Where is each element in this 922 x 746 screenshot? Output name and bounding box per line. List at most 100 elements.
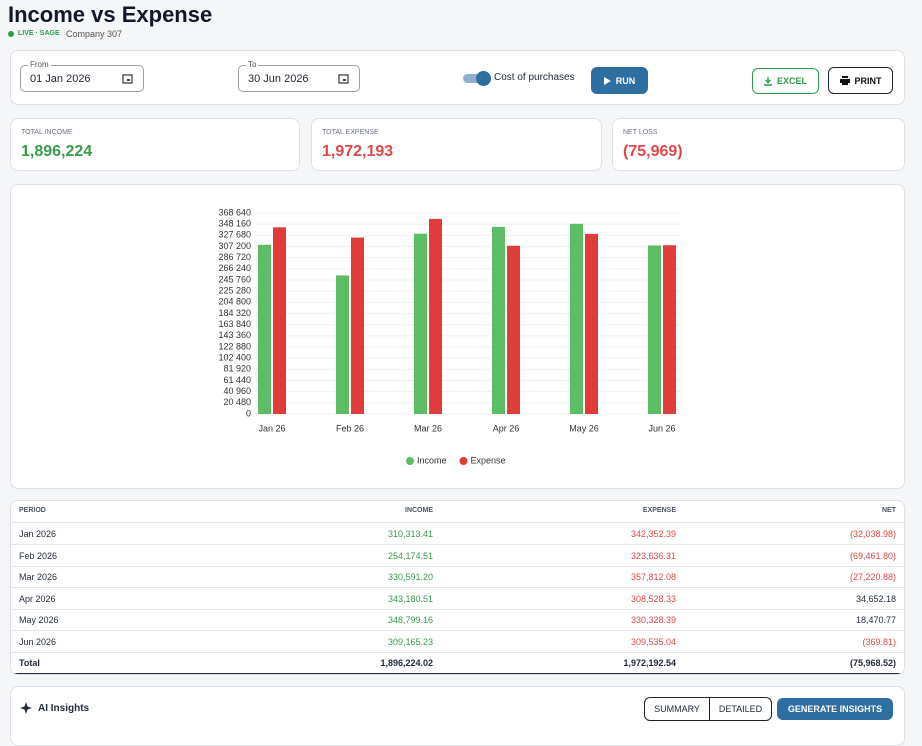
table-cell: 343,180.51 (387, 593, 433, 604)
live-dot (8, 31, 14, 37)
table-cell: 18,470.77 (855, 615, 896, 625)
legend-label: Expense (471, 455, 506, 465)
table-cell: 309,165.23 (387, 636, 433, 647)
legend-swatch (406, 457, 414, 465)
bar (336, 275, 349, 414)
bar (570, 223, 583, 414)
table-row: Apr 2026 343,180.51 308,528.33 34,652.18 (11, 588, 904, 610)
table-card: PERIOD INCOME EXPENSE NET Jan 2026 310,313.41… (10, 500, 905, 675)
to-label: To (246, 60, 259, 69)
bar (258, 244, 271, 414)
summary-value: 1,972,193 (322, 143, 394, 160)
y-tick-label: 245 760 (218, 274, 251, 284)
download-icon (763, 76, 772, 86)
badge: LIVE · SAGE (18, 30, 60, 37)
table-row: Mar 2026 330,591.20 357,812.08 (27,220.88) (11, 566, 904, 588)
tab-button[interactable]: DETAILED (709, 697, 772, 721)
y-tick-label: 286 720 (218, 252, 251, 262)
from-field[interactable]: From 01 Jan 2026 (20, 60, 144, 92)
table-cell: Mar 2026 (19, 572, 58, 582)
table-cell: PERIOD (19, 507, 46, 514)
bar (585, 233, 598, 414)
tab-text: DETAILED (718, 704, 763, 714)
table-cell: 309,535.04 (630, 636, 676, 647)
y-tick-label: 307 200 (218, 241, 251, 251)
table-cell: (27,220.88) (849, 572, 896, 582)
excel-button[interactable]: EXCEL (752, 68, 819, 94)
table-header: PERIOD INCOME EXPENSE NET (11, 501, 904, 523)
table-cell: (75,968.52) (849, 658, 896, 668)
y-tick-label: 266 240 (218, 263, 251, 273)
sparkle-icon (20, 702, 32, 714)
from-value: 01 Jan 2026 (30, 73, 91, 85)
table-cell: INCOME (405, 507, 433, 514)
bar (414, 233, 427, 414)
tab-button[interactable]: SUMMARY (644, 697, 710, 721)
table-cell: Feb 2026 (19, 550, 58, 561)
y-tick-label: 122 880 (218, 341, 251, 351)
y-tick-label: 0 (246, 408, 251, 418)
to-value: 30 Jun 2026 (248, 73, 309, 85)
summary-value: (75,969) (623, 143, 683, 160)
y-tick-label: 225 280 (218, 286, 251, 296)
toggle[interactable] (463, 71, 491, 86)
table-cell: Jan 2026 (19, 529, 57, 539)
y-tick-label: 143 360 (218, 330, 251, 340)
y-tick-label: 163 840 (218, 319, 251, 329)
y-tick-label: 81 920 (223, 364, 251, 374)
table-cell: 330,591.20 (387, 572, 433, 582)
print-text: PRINT (854, 75, 882, 86)
summary-card: TOTAL EXPENSE 1,972,193 (311, 118, 602, 171)
generate-text: GENERATE INSIGHTS (787, 704, 883, 714)
bar (351, 237, 364, 414)
bar (273, 227, 286, 414)
table-row: Jun 2026 309,165.23 309,535.04 (369.81) (11, 631, 904, 653)
bar (429, 218, 442, 414)
table-row: May 2026 348,799.16 330,328.39 18,470.77 (11, 609, 904, 631)
x-tick-label: Apr 26 (493, 423, 520, 433)
table-cell: 357,812.08 (630, 572, 676, 582)
table-cell: 310,313.41 (387, 529, 433, 539)
generate-button[interactable]: GENERATE INSIGHTS (777, 698, 893, 720)
bar (663, 245, 676, 414)
y-tick-label: 368 640 (218, 207, 251, 217)
company: Company 307 (66, 29, 123, 39)
print-icon (839, 76, 850, 85)
table-cell: 1,972,192.54 (623, 658, 676, 668)
y-tick-label: 61 440 (223, 375, 251, 385)
table-row: Feb 2026 254,174.51 323,636.31 (69,461.80) (11, 545, 904, 567)
calendar-icon (122, 74, 133, 84)
bar (507, 245, 520, 414)
legend-label: Income (417, 455, 447, 465)
y-tick-label: 327 680 (218, 230, 251, 240)
table-cell: Apr 2026 (19, 593, 56, 604)
insights-title: AI Insights (38, 703, 90, 714)
to-field[interactable]: To 30 Jun 2026 (238, 60, 360, 92)
table-cell: Total (19, 658, 40, 668)
calendar-icon (338, 74, 349, 84)
bar (648, 245, 661, 414)
table-row: Jan 2026 310,313.41 342,352.39 (32,038.98) (11, 523, 904, 545)
run-button[interactable]: RUN (591, 67, 648, 94)
table-total: Total 1,896,224.02 1,972,192.54 (75,968.52) (11, 652, 904, 674)
summary-card: TOTAL INCOME 1,896,224 (10, 118, 300, 171)
table-cell: Jun 2026 (19, 636, 57, 647)
x-tick-label: Jan 26 (258, 423, 285, 433)
table-cell: 308,528.33 (630, 593, 676, 604)
x-tick-label: Jun 26 (648, 423, 675, 433)
y-tick-label: 348 160 (218, 219, 251, 229)
table-cell: 1,896,224.02 (380, 658, 433, 668)
y-tick-label: 204 800 (218, 297, 251, 307)
print-button[interactable]: PRINT (828, 67, 893, 94)
toggle-label: Cost of purchases (494, 72, 575, 83)
table-cell: (369.81) (862, 636, 896, 647)
page-title: Income vs Expense (8, 2, 213, 27)
bar (492, 226, 505, 414)
table-cell: May 2026 (19, 615, 59, 625)
table-cell: 342,352.39 (630, 529, 676, 539)
tab-text: SUMMARY (654, 704, 700, 714)
summary-card: NET LOSS (75,969) (612, 118, 905, 171)
x-tick-label: Feb 26 (336, 423, 364, 433)
table-cell: EXPENSE (642, 507, 676, 514)
